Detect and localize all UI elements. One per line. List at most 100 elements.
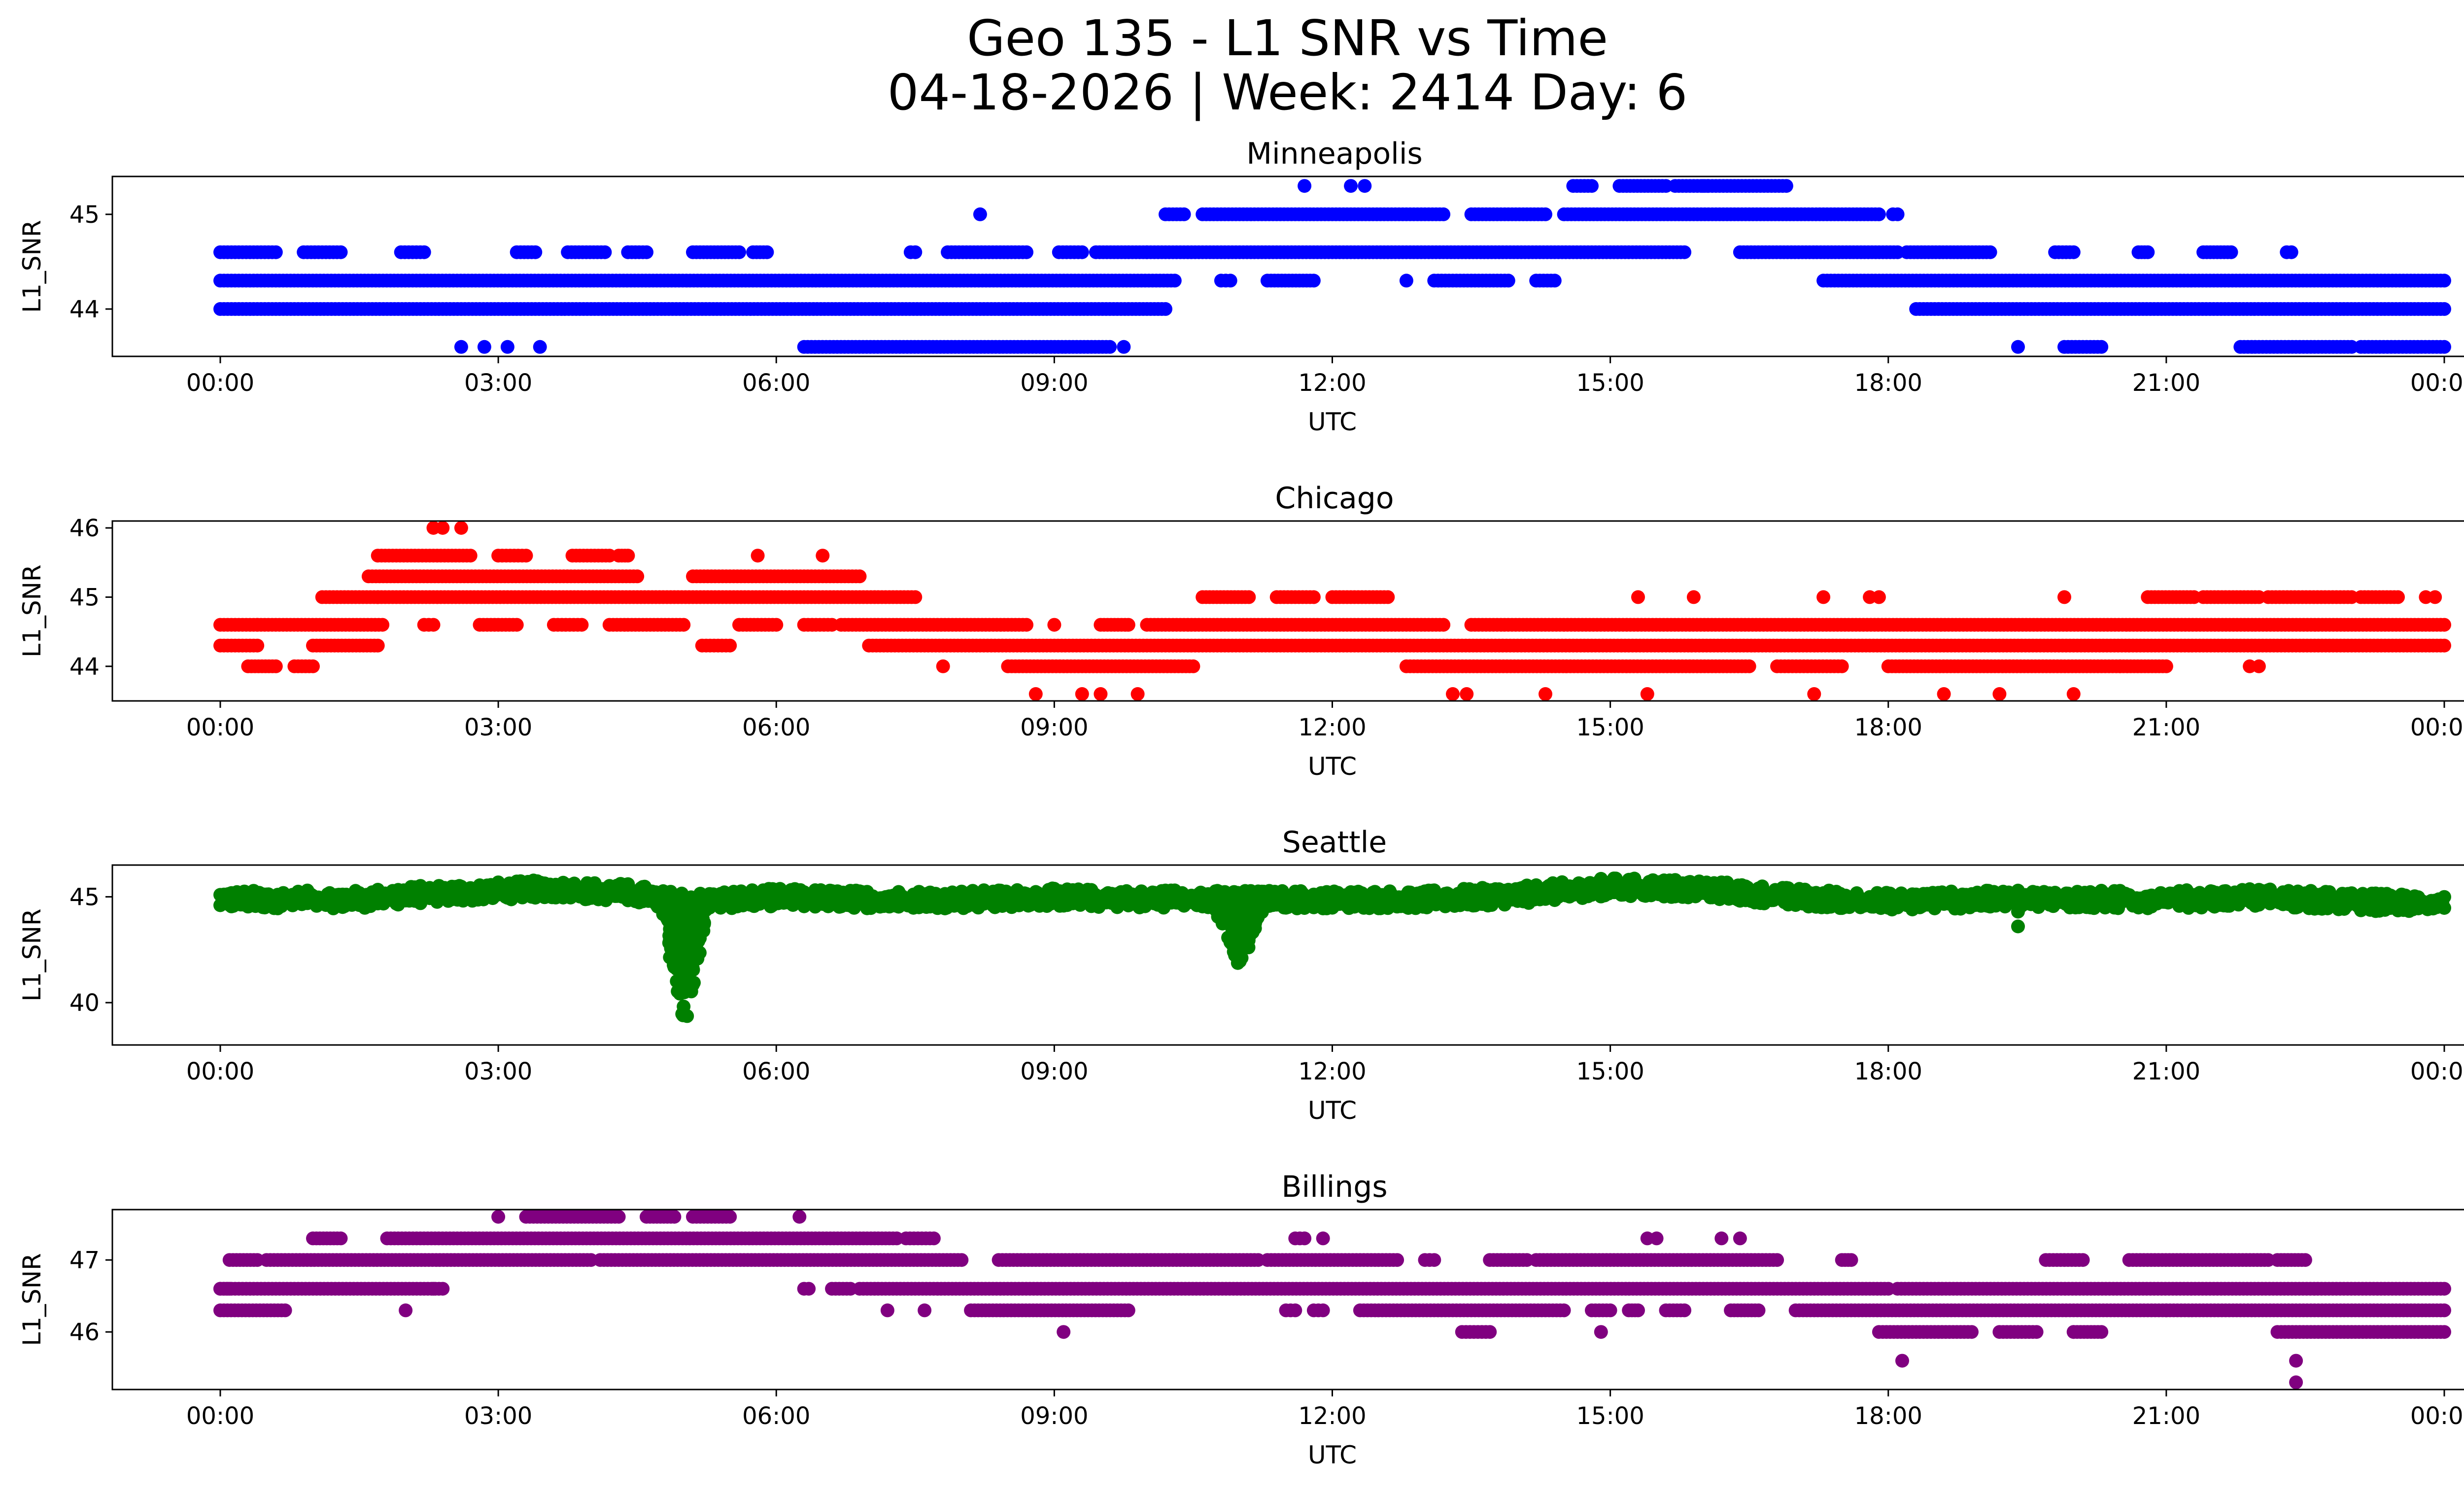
data-point — [306, 659, 320, 673]
data-point — [1159, 302, 1172, 316]
data-point — [250, 638, 265, 653]
data-point — [463, 549, 478, 563]
series-markers — [213, 871, 2451, 1023]
data-point — [1446, 687, 1460, 701]
data-point — [723, 638, 737, 653]
data-point — [2057, 590, 2071, 604]
data-point — [1399, 274, 1413, 288]
x-tick-label: 21:00 — [2132, 369, 2200, 397]
x-tick-label: 00:00 — [2410, 714, 2464, 741]
data-point — [454, 521, 468, 535]
data-point — [334, 245, 348, 259]
y-tick-label: 45 — [69, 584, 100, 611]
data-point — [908, 245, 923, 259]
x-tick-label: 00:00 — [2410, 369, 2464, 397]
series-markers — [213, 179, 2451, 354]
data-point — [1020, 245, 1033, 259]
y-axis-label: L1_SNR — [18, 220, 46, 313]
x-tick-label: 09:00 — [1020, 369, 1088, 397]
data-point — [1701, 179, 1715, 193]
data-point — [1539, 207, 1552, 221]
data-point — [2391, 590, 2405, 604]
data-point — [575, 618, 589, 632]
data-point — [1186, 659, 1200, 673]
x-tick-label: 21:00 — [2132, 714, 2200, 741]
axes-frame — [111, 175, 2464, 357]
data-point — [1677, 245, 1692, 259]
data-point — [2224, 245, 2238, 259]
data-point — [2066, 687, 2081, 701]
x-tick-label: 15:00 — [1576, 369, 1644, 397]
data-point — [2437, 340, 2451, 354]
data-point — [2141, 245, 2155, 259]
data-point — [853, 569, 867, 584]
data-point — [1872, 590, 1886, 604]
data-point — [2284, 245, 2298, 259]
data-point — [2066, 245, 2081, 259]
data-point — [936, 659, 950, 673]
data-point — [1075, 687, 1089, 701]
data-point — [677, 618, 691, 632]
data-point — [519, 549, 533, 563]
data-point — [1807, 687, 1821, 701]
data-point — [417, 245, 431, 259]
data-point — [1816, 590, 1831, 604]
data-point — [510, 618, 524, 632]
subplot-title: Seattle — [1282, 825, 1387, 860]
data-point — [1547, 274, 1562, 288]
data-point — [528, 245, 543, 259]
data-point — [454, 340, 468, 354]
data-point — [1631, 590, 1645, 604]
data-point — [1686, 590, 1701, 604]
data-point — [816, 549, 830, 563]
data-point — [732, 245, 746, 259]
data-point — [1937, 687, 1951, 701]
x-tick-label: 09:00 — [1020, 714, 1088, 741]
y-tick-label: 46 — [69, 515, 100, 542]
data-point — [2011, 340, 2025, 354]
x-tick-label: 06:00 — [742, 369, 810, 397]
data-point — [1358, 179, 1372, 193]
data-point — [1242, 590, 1256, 604]
x-axis-label: UTC — [1308, 408, 1357, 436]
data-point — [533, 340, 547, 354]
data-point — [1835, 659, 1849, 673]
data-point — [2437, 618, 2451, 632]
subplot-title: Minneapolis — [1246, 137, 1423, 171]
x-axis-label: UTC — [1308, 752, 1357, 781]
data-point — [1344, 179, 1358, 193]
figure-title: Geo 135 - L1 SNR vs Time — [967, 9, 1608, 67]
data-point — [1103, 340, 1117, 354]
data-point — [769, 618, 784, 632]
data-point — [1094, 687, 1108, 701]
data-point — [1167, 274, 1182, 288]
data-point — [1501, 274, 1515, 288]
data-point — [1742, 659, 1756, 673]
data-point — [1381, 590, 1395, 604]
data-point — [1298, 179, 1312, 193]
y-tick-label: 44 — [69, 653, 100, 681]
data-point — [1585, 179, 1599, 193]
data-point — [1223, 274, 1237, 288]
x-tick-label: 03:00 — [464, 714, 532, 741]
data-point — [1539, 687, 1552, 701]
data-point — [1992, 687, 2007, 701]
x-tick-label: 12:00 — [1298, 714, 1366, 741]
x-tick-label: 18:00 — [1854, 714, 1922, 741]
subplot-minneapolis: Minneapolis 00:00 03:00 06:00 09:00 12:00 15:0… — [18, 137, 2464, 436]
subplot-title: Chicago — [1275, 481, 1394, 516]
x-tick-label: 03:00 — [464, 369, 532, 397]
x-tick-label: 00:00 — [186, 369, 254, 397]
figure-subtitle: 04-18-2026 | Week: 2414 Day: 6 — [887, 64, 1688, 121]
data-point — [1437, 618, 1451, 632]
data-point — [640, 245, 653, 259]
data-point — [2437, 302, 2451, 316]
data-point — [1020, 618, 1033, 632]
x-tick-label: 12:00 — [1298, 369, 1366, 397]
data-point — [1177, 207, 1191, 221]
data-point — [1117, 340, 1131, 354]
data-point — [630, 569, 645, 584]
axes-frame — [111, 520, 2464, 702]
